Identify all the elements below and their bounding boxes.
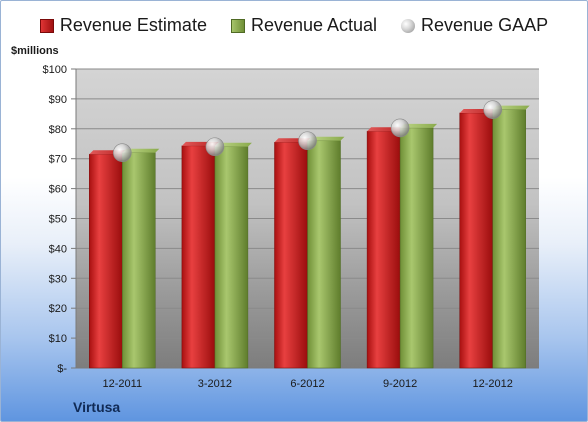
marker-revenue-gaap (483, 100, 503, 119)
marker-revenue-gaap (205, 137, 225, 157)
bar-top-revenue-actual (492, 105, 530, 110)
x-tick-label: 12-2012 (473, 378, 513, 390)
y-tick-label: $- (57, 363, 67, 375)
legend-swatch-actual (230, 18, 245, 33)
y-tick-label: $40 (49, 243, 67, 255)
legend-item-actual: Revenue Actual (230, 15, 378, 36)
legend-swatch-gaap (401, 18, 416, 33)
legend-label-gaap: Revenue GAAP (421, 15, 549, 35)
bar-revenue-estimate (274, 142, 308, 369)
x-tick-label: 12-2011 (103, 378, 143, 390)
marker-revenue-gaap (113, 143, 132, 163)
company-name: Virtusa (73, 399, 121, 415)
bar-top-revenue-actual (307, 136, 345, 141)
y-tick-label: $10 (49, 333, 67, 345)
legend-swatch-estimate (39, 18, 54, 33)
gaap-markers (113, 100, 503, 163)
bar-revenue-actual (122, 152, 156, 369)
y-tick-label: $30 (49, 273, 67, 285)
legend-item-estimate: Revenue Estimate (39, 15, 207, 36)
bar-top-revenue-actual (400, 123, 438, 128)
x-tick-label: 6-2012 (290, 378, 324, 390)
legend-item-gaap: Revenue GAAP (401, 15, 548, 36)
x-tick-label: 9-2012 (383, 378, 417, 390)
bar-revenue-estimate (366, 130, 401, 369)
y-axis-unit-label: $millions (11, 45, 59, 57)
y-tick-label: $90 (49, 94, 67, 106)
y-tick-label: $80 (49, 124, 67, 136)
y-tick-label: $100 (43, 64, 67, 76)
bars (89, 105, 530, 369)
y-tick-label: $50 (49, 214, 67, 226)
bar-revenue-estimate (459, 112, 493, 369)
bar-top-revenue-actual (122, 148, 160, 153)
bar-revenue-estimate (181, 145, 216, 369)
marker-revenue-gaap (298, 131, 317, 151)
bar-revenue-estimate (89, 153, 123, 369)
y-tick-label: $60 (49, 184, 67, 196)
y-axis-ticks: $- $10 $20 $30 $40 $50 $60 $70 $80 $90 $100 (43, 64, 68, 375)
x-tick-label: 3-2012 (198, 378, 232, 390)
x-axis-ticks: 12-2011 3-2012 6-2012 9-2012 12-2012 (103, 378, 513, 390)
marker-revenue-gaap (390, 118, 410, 138)
bar-revenue-actual (492, 109, 526, 369)
chart-legend: Revenue Estimate Revenue Actual Revenue … (1, 15, 587, 36)
legend-label-estimate: Revenue Estimate (59, 15, 207, 35)
bar-revenue-actual (399, 127, 434, 369)
y-tick-label: $70 (49, 154, 67, 166)
legend-label-actual: Revenue Actual (250, 15, 378, 35)
y-tick-label: $20 (49, 303, 67, 315)
bar-revenue-actual (307, 140, 341, 369)
bar-revenue-actual (214, 146, 249, 369)
bar-top-revenue-actual (214, 142, 252, 147)
